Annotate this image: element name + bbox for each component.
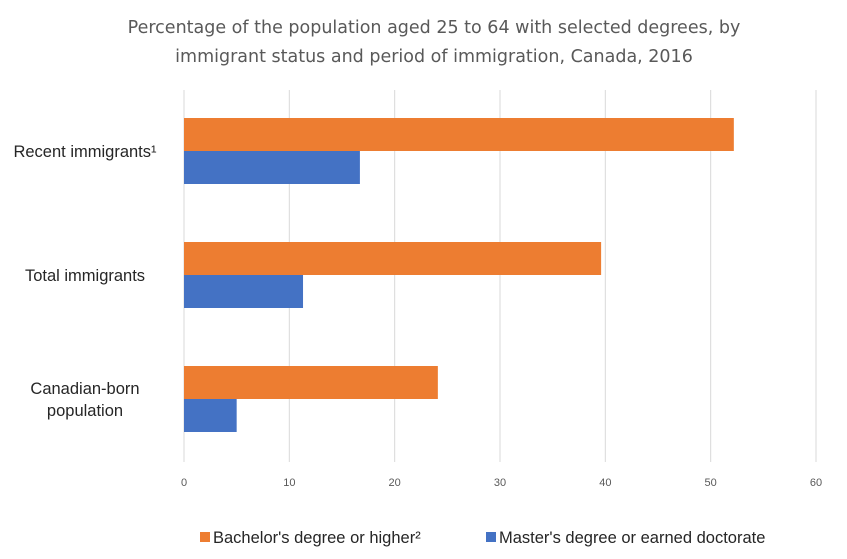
bar-masters-1: [184, 275, 304, 308]
category-label-2-1: population: [47, 402, 123, 420]
legend-swatch-0: [200, 532, 210, 542]
chart-title-line-1: Percentage of the population aged 25 to …: [128, 18, 741, 38]
chart-title: Percentage of the population aged 25 to …: [128, 18, 741, 67]
x-tick-label-10: 10: [283, 477, 295, 489]
category-label-0-0: Recent immigrants¹: [13, 143, 157, 161]
x-tick-label-30: 30: [494, 477, 506, 489]
legend-label-1: Master's degree or earned doctorate: [499, 529, 765, 547]
bar-masters-0: [184, 151, 360, 184]
x-tick-label-60: 60: [810, 477, 822, 489]
x-tick-label-20: 20: [389, 477, 401, 489]
legend: Bachelor's degree or higher² Master's deg…: [200, 529, 765, 547]
x-tick-labels: 0 10 20 30 40 50 60: [181, 477, 822, 489]
bar-bachelor-0: [184, 118, 734, 151]
bar-bachelor-2: [184, 366, 438, 399]
legend-label-0: Bachelor's degree or higher²: [213, 529, 421, 547]
chart-title-line-2: immigrant status and period of immigrati…: [175, 47, 693, 67]
x-tick-label-50: 50: [705, 477, 717, 489]
category-label-2-0: Canadian-born: [30, 380, 139, 398]
bar-masters-2: [184, 399, 237, 432]
category-labels: Recent immigrants¹ Total immigrants Canadi…: [13, 143, 157, 420]
bar-bachelor-1: [184, 242, 602, 275]
x-tick-label-0: 0: [181, 477, 187, 489]
category-label-1-0: Total immigrants: [25, 267, 145, 285]
legend-swatch-1: [486, 532, 496, 542]
bars: [184, 118, 734, 432]
x-tick-label-40: 40: [599, 477, 611, 489]
